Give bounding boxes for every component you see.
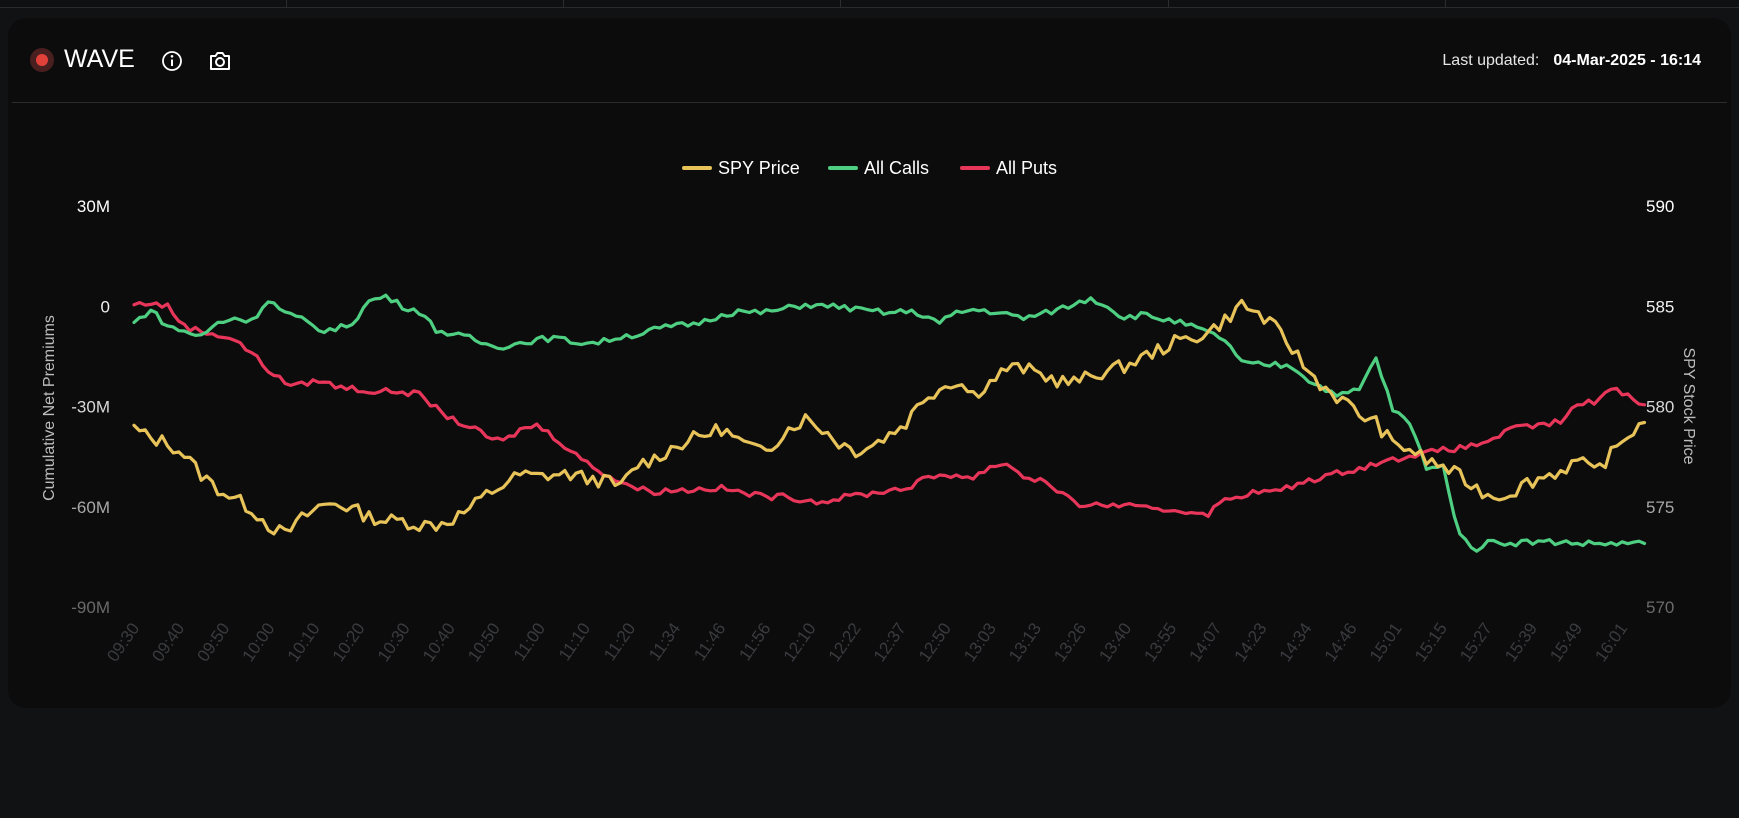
y-tick-right: 585 [1646, 297, 1674, 316]
wave-panel [8, 18, 1731, 708]
series-line-all-calls [132, 293, 1647, 553]
x-tick: 15:27 [1456, 619, 1496, 665]
x-tick: 14:07 [1185, 619, 1225, 665]
x-tick: 10:20 [329, 619, 369, 665]
x-tick: 15:49 [1546, 619, 1586, 665]
x-tick: 11:20 [600, 619, 639, 664]
top-tab-strip [0, 0, 1739, 8]
chart-legend: SPY Price All Calls All Puts [682, 158, 1057, 178]
x-tick: 11:10 [555, 619, 594, 664]
last-updated: Last updated: 04-Mar-2025 - 16:14 [1442, 52, 1701, 70]
tab-separator [563, 0, 564, 7]
x-tick: 10:10 [284, 619, 324, 665]
y-tick-left: -60M [71, 498, 110, 517]
x-tick: 12:22 [825, 619, 865, 665]
last-updated-label: Last updated: [1442, 52, 1540, 69]
y-tick-left: -30M [71, 398, 110, 417]
panel-header: WAVE Last updated: 04-Mar-2025 - 16:14 [12, 18, 1727, 103]
x-tick: 15:01 [1366, 619, 1406, 665]
x-tick: 11:56 [735, 619, 774, 664]
info-icon[interactable] [159, 48, 185, 74]
x-tick: 10:00 [239, 619, 279, 665]
x-tick: 11:00 [510, 619, 549, 664]
y-tick-right: 570 [1646, 598, 1674, 617]
x-tick: 12:50 [915, 619, 955, 665]
x-tick: 13:13 [1005, 619, 1045, 665]
x-tick: 14:23 [1231, 619, 1271, 665]
right-y-axis: 590 585 580 575 570 SPY Stock Price [1646, 197, 1697, 617]
legend-item[interactable]: All Calls [864, 158, 929, 178]
x-tick: 12:10 [780, 619, 820, 665]
x-tick: 13:40 [1095, 619, 1135, 665]
x-tick: 09:30 [103, 619, 143, 665]
x-tick: 14:34 [1276, 619, 1316, 665]
left-y-axis: 30M 0 -30M -60M -90M Cumulative Net Premiums [41, 197, 110, 617]
series-line-all-puts [132, 301, 1647, 518]
x-tick: 11:34 [645, 619, 684, 664]
x-tick: 15:39 [1501, 619, 1541, 665]
x-axis: 09:30 09:40 09:50 10:00 10:10 10:20 10:30 10:40… [103, 619, 1631, 665]
y-axis-label-left: Cumulative Net Premiums [41, 315, 58, 501]
tab-separator [1168, 0, 1169, 7]
x-tick: 09:50 [193, 619, 233, 665]
y-tick-left: 30M [77, 197, 110, 216]
x-tick: 11:46 [690, 619, 729, 664]
x-tick: 10:50 [464, 619, 504, 665]
y-tick-right: 590 [1646, 197, 1674, 216]
x-tick: 15:15 [1411, 619, 1451, 665]
status-dot-icon [30, 48, 54, 72]
x-tick: 10:30 [374, 619, 414, 665]
y-tick-left: 0 [101, 297, 110, 316]
tab-separator [1445, 0, 1446, 7]
series-line-spy-price [132, 298, 1647, 536]
camera-icon[interactable] [207, 48, 233, 74]
x-tick: 13:26 [1050, 619, 1090, 665]
last-updated-value: 04-Mar-2025 - 16:14 [1553, 52, 1701, 69]
tab-separator [286, 0, 287, 7]
y-tick-right: 575 [1646, 498, 1674, 517]
legend-item[interactable]: All Puts [996, 158, 1057, 178]
y-tick-right: 580 [1646, 398, 1674, 417]
legend-item[interactable]: SPY Price [718, 158, 800, 178]
x-tick: 09:40 [148, 619, 188, 665]
x-tick: 13:03 [960, 619, 1000, 665]
series-lines [132, 293, 1647, 553]
y-tick-left: -90M [71, 598, 110, 617]
y-axis-label-right: SPY Stock Price [1680, 347, 1697, 464]
x-tick: 14:46 [1321, 619, 1361, 665]
tab-separator [840, 0, 841, 7]
x-tick: 12:37 [870, 619, 910, 665]
x-tick: 13:55 [1140, 619, 1180, 665]
panel-title: WAVE [64, 45, 135, 73]
x-tick: 10:40 [419, 619, 459, 665]
x-tick: 16:01 [1591, 619, 1631, 665]
